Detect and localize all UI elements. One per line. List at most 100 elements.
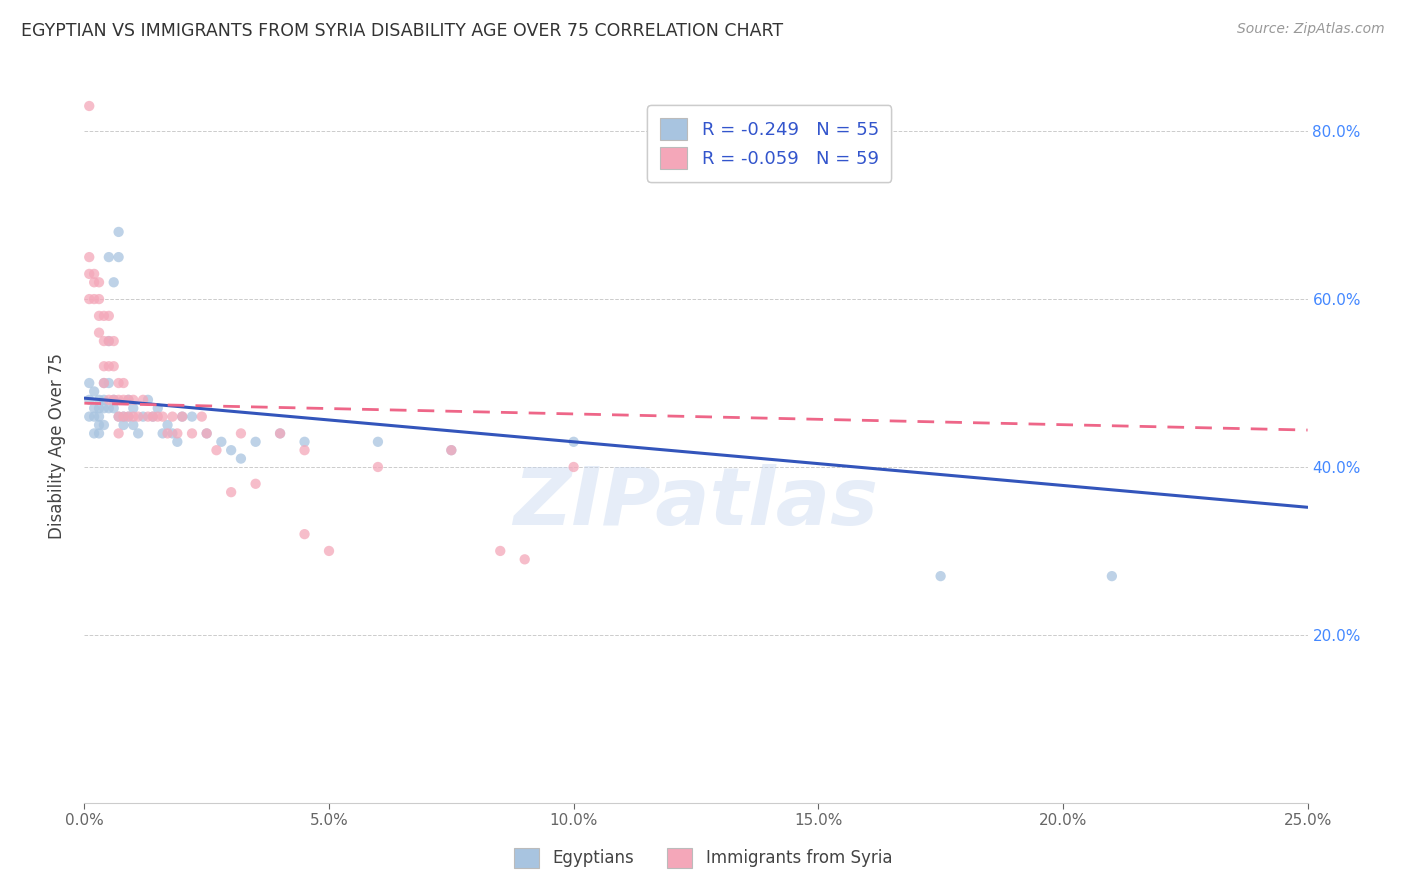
Point	[87, 417, 110, 432]
Point	[83, 384, 105, 399]
Point	[87, 309, 110, 323]
Point	[83, 401, 105, 416]
Point	[440, 443, 463, 458]
Point	[142, 409, 165, 424]
Point	[83, 426, 105, 441]
Point	[97, 250, 120, 264]
Point	[103, 401, 125, 416]
Point	[294, 434, 316, 449]
Point	[87, 292, 110, 306]
Text: EGYPTIAN VS IMMIGRANTS FROM SYRIA DISABILITY AGE OVER 75 CORRELATION CHART: EGYPTIAN VS IMMIGRANTS FROM SYRIA DISABI…	[21, 22, 783, 40]
Point	[103, 359, 125, 374]
Point	[127, 409, 149, 424]
Legend: Egyptians, Immigrants from Syria: Egyptians, Immigrants from Syria	[508, 841, 898, 875]
Point	[294, 443, 316, 458]
Point	[83, 409, 105, 424]
Point	[103, 392, 125, 407]
Point	[269, 426, 291, 441]
Point	[77, 292, 100, 306]
Point	[1101, 569, 1123, 583]
Point	[107, 392, 129, 407]
Point	[93, 417, 115, 432]
Point	[97, 309, 120, 323]
Point	[166, 434, 188, 449]
Point	[367, 434, 389, 449]
Y-axis label: Disability Age Over 75: Disability Age Over 75	[48, 353, 66, 539]
Point	[112, 409, 135, 424]
Point	[83, 275, 105, 289]
Point	[107, 409, 129, 424]
Point	[122, 392, 145, 407]
Point	[127, 426, 149, 441]
Point	[93, 334, 115, 348]
Point	[117, 409, 139, 424]
Text: Source: ZipAtlas.com: Source: ZipAtlas.com	[1237, 22, 1385, 37]
Point	[112, 409, 135, 424]
Point	[87, 392, 110, 407]
Point	[929, 569, 952, 583]
Point	[77, 392, 100, 407]
Point	[93, 392, 115, 407]
Point	[97, 401, 120, 416]
Point	[87, 426, 110, 441]
Point	[156, 417, 179, 432]
Point	[107, 426, 129, 441]
Point	[142, 409, 165, 424]
Point	[181, 409, 204, 424]
Point	[132, 409, 155, 424]
Point	[219, 443, 242, 458]
Point	[162, 409, 184, 424]
Point	[294, 527, 316, 541]
Point	[229, 426, 252, 441]
Point	[318, 544, 340, 558]
Point	[195, 426, 218, 441]
Point	[83, 292, 105, 306]
Point	[103, 392, 125, 407]
Point	[77, 250, 100, 264]
Point	[152, 426, 174, 441]
Point	[87, 401, 110, 416]
Point	[181, 426, 204, 441]
Point	[77, 376, 100, 390]
Point	[245, 476, 267, 491]
Point	[87, 409, 110, 424]
Point	[146, 401, 169, 416]
Point	[107, 376, 129, 390]
Point	[489, 544, 512, 558]
Point	[245, 434, 267, 449]
Legend: R = -0.249   N = 55, R = -0.059   N = 59: R = -0.249 N = 55, R = -0.059 N = 59	[647, 105, 891, 182]
Point	[107, 250, 129, 264]
Point	[562, 434, 585, 449]
Point	[136, 409, 159, 424]
Point	[209, 434, 232, 449]
Point	[122, 401, 145, 416]
Point	[107, 409, 129, 424]
Point	[93, 309, 115, 323]
Point	[93, 359, 115, 374]
Point	[97, 376, 120, 390]
Point	[166, 426, 188, 441]
Point	[562, 460, 585, 475]
Point	[93, 376, 115, 390]
Point	[195, 426, 218, 441]
Point	[269, 426, 291, 441]
Point	[513, 552, 536, 566]
Point	[112, 376, 135, 390]
Point	[191, 409, 214, 424]
Point	[440, 443, 463, 458]
Point	[112, 417, 135, 432]
Point	[162, 426, 184, 441]
Point	[122, 409, 145, 424]
Point	[156, 426, 179, 441]
Point	[136, 392, 159, 407]
Point	[93, 401, 115, 416]
Point	[87, 275, 110, 289]
Point	[367, 460, 389, 475]
Point	[107, 225, 129, 239]
Point	[117, 392, 139, 407]
Point	[87, 326, 110, 340]
Point	[172, 409, 194, 424]
Point	[122, 417, 145, 432]
Point	[117, 392, 139, 407]
Point	[112, 392, 135, 407]
